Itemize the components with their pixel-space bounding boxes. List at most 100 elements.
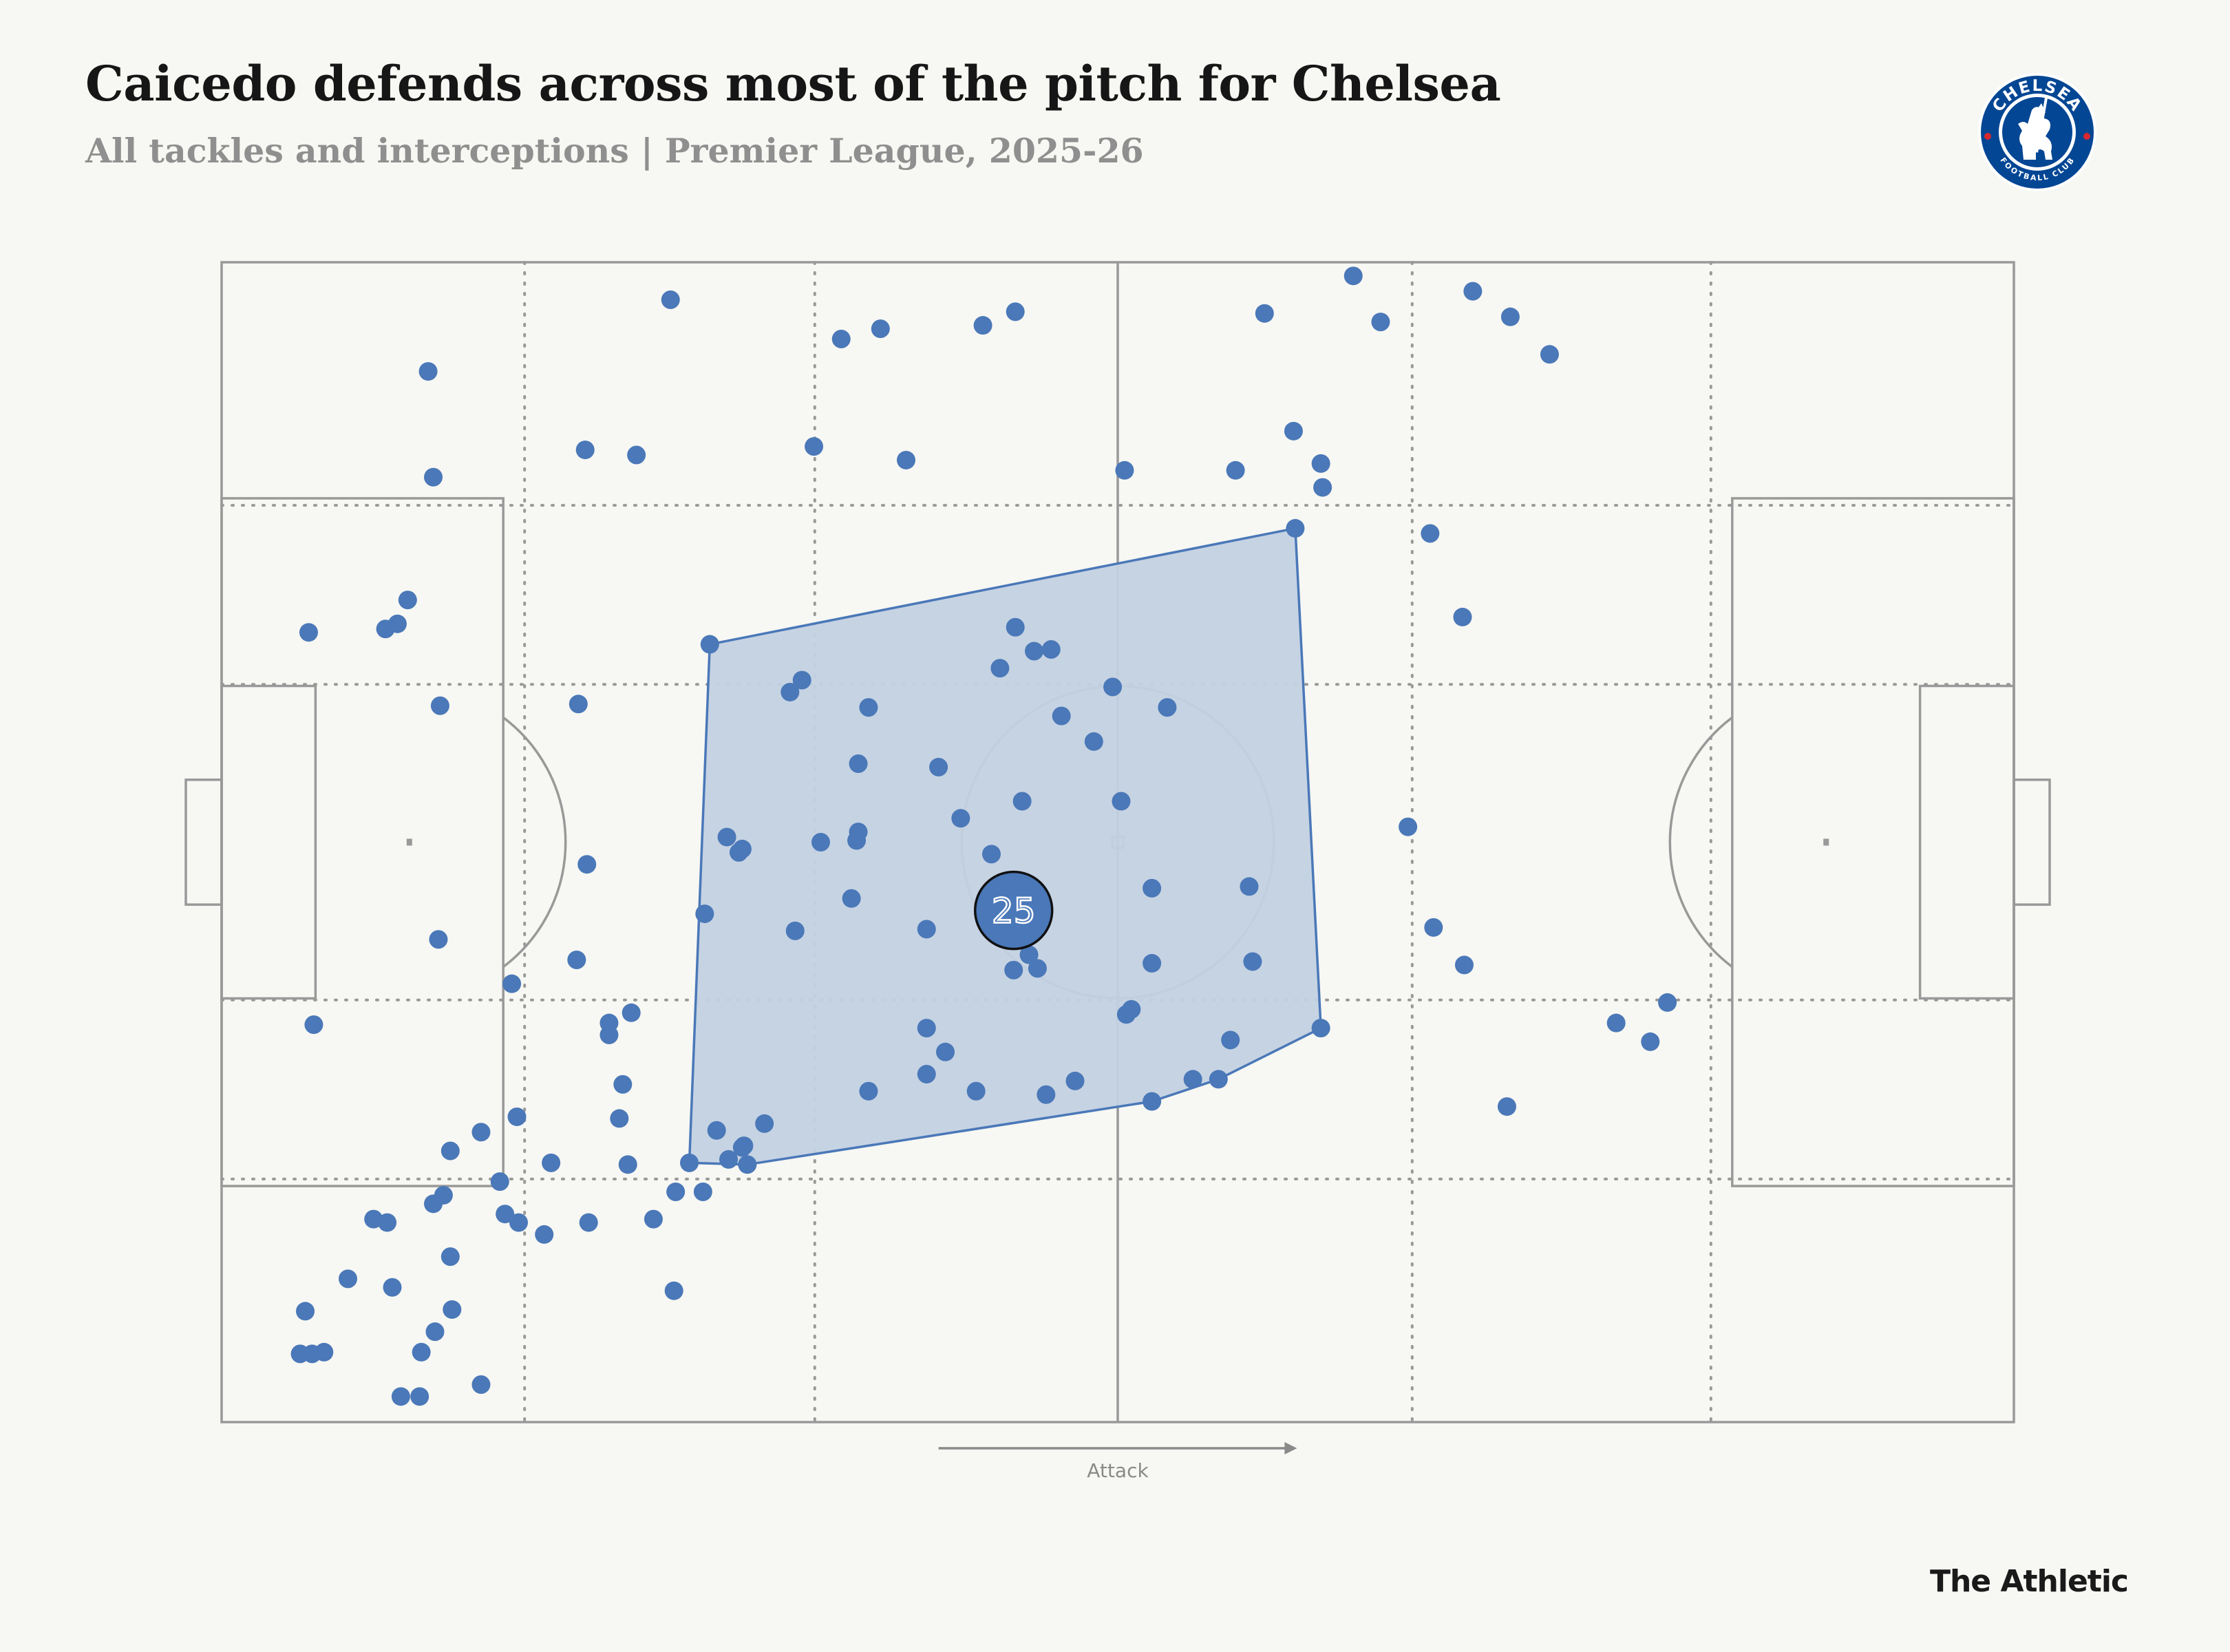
goal-left [184, 779, 223, 906]
defensive-action-point [871, 319, 890, 339]
defensive-action-point [299, 623, 318, 642]
defensive-action-point [917, 1065, 936, 1083]
defensive-action-point [1221, 1030, 1240, 1050]
defensive-action-point [1006, 617, 1025, 637]
chart-title: Caicedo defends across most of the pitch… [85, 55, 1501, 112]
defensive-action-point [599, 1026, 619, 1045]
defensive-action-point [1641, 1032, 1660, 1051]
defensive-action-point [364, 1209, 383, 1229]
defensive-action-point [1209, 1070, 1228, 1089]
six-yard-box-right [1918, 684, 2015, 1000]
defensive-action-point [1540, 345, 1559, 364]
defensive-action-point [1006, 302, 1025, 321]
defensive-action-point [1243, 952, 1262, 971]
defensive-action-point [951, 809, 970, 828]
defensive-action-point [661, 290, 680, 310]
chelsea-crest-icon: CHELSEA FOOTBALL CLUB [1978, 73, 2096, 191]
defensive-action-point [398, 591, 417, 610]
defensive-action-point [973, 316, 992, 335]
defensive-action-point [1454, 955, 1474, 975]
defensive-action-point [847, 831, 867, 850]
defensive-action-point [502, 974, 522, 993]
defensive-action-point [1453, 607, 1472, 626]
defensive-action-point [1255, 304, 1274, 323]
average-position-marker [973, 870, 1054, 951]
defensive-action-point [805, 437, 824, 456]
defensive-action-point [296, 1302, 315, 1321]
defensive-action-point [1115, 460, 1134, 480]
defensive-action-point [1311, 1019, 1330, 1038]
defensive-action-point [575, 441, 595, 460]
defensive-action-point [738, 1155, 757, 1174]
defensive-action-point [966, 1081, 986, 1101]
defensive-action-point [859, 698, 878, 717]
defensive-action-point [339, 1269, 358, 1289]
defensive-action-point [290, 1344, 310, 1364]
defensive-action-point [1143, 878, 1162, 898]
defensive-action-point [849, 754, 868, 774]
defensive-action-point [391, 1387, 410, 1406]
attack-direction: Attack [938, 1442, 1297, 1482]
defensive-action-point [610, 1109, 629, 1128]
defensive-action-point [1371, 313, 1390, 332]
defensive-action-point [471, 1375, 491, 1394]
defensive-action-point [418, 362, 438, 381]
defensive-action-point [990, 659, 1010, 678]
defensive-action-point [1004, 960, 1023, 979]
defensive-action-point [509, 1213, 529, 1232]
chart-subtitle: All tackles and interceptions | Premier … [85, 131, 1144, 171]
defensive-action-point [425, 1322, 445, 1342]
defensive-action-point [936, 1042, 955, 1061]
defensive-action-point [981, 845, 1001, 864]
defensive-action-point [443, 1300, 462, 1319]
defensive-action-point [719, 1150, 739, 1169]
defensive-action-point [1112, 792, 1131, 811]
defensive-action-point [412, 1342, 431, 1362]
defensive-action-point [700, 635, 719, 654]
defensive-action-point [1497, 1097, 1516, 1116]
defensive-action-point [1606, 1013, 1626, 1032]
defensive-action-point [1658, 993, 1677, 1012]
defensive-action-point [680, 1153, 699, 1172]
defensive-action-point [1143, 953, 1162, 973]
defensive-action-point [434, 1185, 453, 1205]
defensive-action-point [831, 330, 851, 349]
defensive-action-point [1122, 999, 1141, 1019]
defensive-action-point [707, 1121, 726, 1140]
defensive-action-point [577, 855, 597, 874]
defensive-action-point [1240, 877, 1259, 896]
defensive-action-point [1065, 1071, 1085, 1090]
defensive-action-point [1103, 677, 1123, 697]
defensive-action-point [471, 1123, 491, 1142]
defensive-action-point [1424, 918, 1443, 937]
defensive-action-point [1226, 460, 1245, 480]
defensive-action-point [1158, 698, 1177, 717]
defensive-action-point [780, 682, 800, 701]
defensive-action-point [1052, 706, 1071, 726]
defensive-actions [290, 266, 1677, 1406]
defensive-action-point [644, 1209, 663, 1229]
defensive-action-point [1012, 792, 1032, 811]
defensive-action-point [1041, 639, 1061, 659]
defensive-action-point [542, 1153, 561, 1172]
defensive-action-point [1284, 421, 1303, 441]
defensive-action-point [732, 839, 752, 858]
pitch-markings [184, 261, 2051, 1423]
defensive-action-point [811, 833, 830, 851]
defensive-action-point [917, 920, 936, 939]
defensive-action-point [383, 1278, 402, 1297]
defensive-action-point [732, 1138, 752, 1157]
six-yard-box-left [220, 684, 317, 1000]
defensive-action-point [1463, 282, 1483, 301]
defensive-action-point [842, 889, 861, 908]
defensive-action-point [1143, 1092, 1162, 1111]
defensive-action-point [1421, 524, 1440, 543]
defensive-action-point [304, 1015, 323, 1035]
defensive-action-point [1344, 266, 1363, 286]
defensive-action-point [387, 614, 407, 633]
penalty-area-left [220, 497, 505, 1187]
defensive-action-point [410, 1387, 429, 1406]
defensive-action-point [896, 450, 915, 469]
defensive-action-point [1183, 1070, 1202, 1089]
defensive-action-point [1028, 959, 1047, 978]
